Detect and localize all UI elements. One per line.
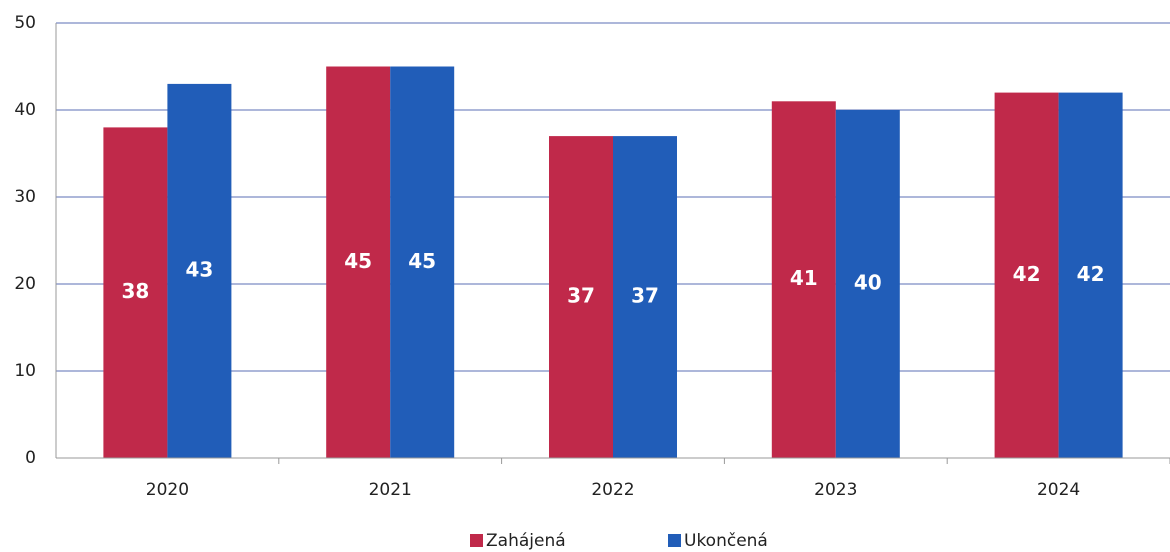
- x-tick-label: 2023: [814, 480, 857, 500]
- bar: [771, 101, 836, 459]
- y-tick-label: 30: [14, 187, 36, 207]
- bar: [549, 136, 613, 458]
- y-tick-label: 0: [25, 448, 36, 468]
- x-tick-label: 2021: [369, 480, 412, 500]
- value-label: 45: [344, 249, 372, 273]
- bar: [613, 136, 677, 458]
- y-tick-label: 20: [14, 274, 36, 294]
- value-label: 43: [185, 257, 213, 281]
- value-label: 37: [631, 284, 659, 308]
- y-tick-label: 50: [14, 13, 36, 33]
- bar: [1058, 92, 1123, 458]
- bar: [167, 83, 232, 459]
- value-label: 42: [1013, 262, 1041, 286]
- y-tick-label: 10: [14, 361, 36, 381]
- bar: [390, 66, 455, 458]
- legend-label: Ukončená: [684, 531, 768, 551]
- legend-label: Zahájená: [486, 531, 566, 551]
- bar: [835, 110, 900, 458]
- value-label: 45: [408, 249, 436, 273]
- value-label: 41: [790, 266, 818, 290]
- value-label: 40: [854, 271, 882, 295]
- legend-swatch: [668, 534, 681, 547]
- x-tick-label: 2024: [1037, 480, 1080, 500]
- x-tick-label: 2020: [146, 480, 189, 500]
- bar: [994, 92, 1059, 458]
- bar: [103, 127, 168, 459]
- value-label: 42: [1077, 262, 1105, 286]
- y-tick-label: 40: [14, 100, 36, 120]
- x-tick-label: 2022: [591, 480, 634, 500]
- bar: [326, 66, 391, 458]
- legend-swatch: [470, 534, 483, 547]
- value-label: 38: [121, 279, 149, 303]
- value-label: 37: [567, 284, 595, 308]
